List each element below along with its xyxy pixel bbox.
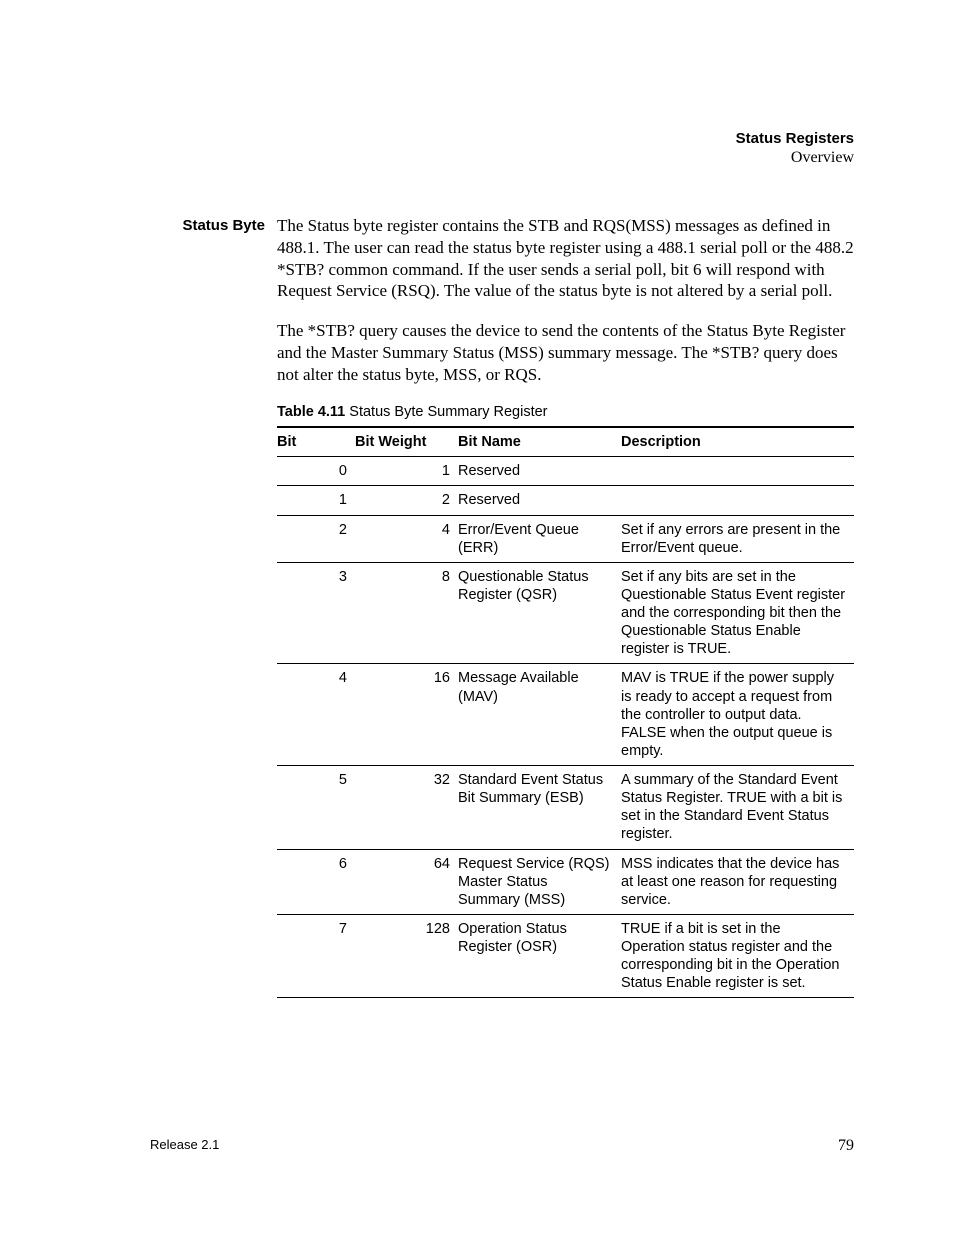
- cell-weight: 4: [355, 515, 458, 562]
- cell-desc: A summary of the Standard Event Status R…: [621, 766, 854, 850]
- cell-weight: 8: [355, 562, 458, 664]
- col-header-name: Bit Name: [458, 427, 621, 457]
- paragraph-1: The Status byte register contains the ST…: [277, 215, 854, 302]
- cell-name: Message Available (MAV): [458, 664, 621, 766]
- paragraph-2: The *STB? query causes the device to sen…: [277, 320, 854, 385]
- cell-name: Reserved: [458, 457, 621, 486]
- cell-weight: 16: [355, 664, 458, 766]
- table-row: 5 32 Standard Event Status Bit Summary (…: [277, 766, 854, 850]
- cell-name: Questionable Status Register (QSR): [458, 562, 621, 664]
- cell-desc: Set if any errors are present in the Err…: [621, 515, 854, 562]
- footer-release: Release 2.1: [150, 1137, 219, 1155]
- cell-weight: 32: [355, 766, 458, 850]
- cell-name: Request Service (RQS)Master Status Summa…: [458, 849, 621, 914]
- table-row: 7 128 Operation Status Register (OSR) TR…: [277, 914, 854, 998]
- cell-bit: 1: [277, 486, 355, 515]
- cell-weight: 1: [355, 457, 458, 486]
- table-row: 4 16 Message Available (MAV) MAV is TRUE…: [277, 664, 854, 766]
- cell-desc: Set if any bits are set in the Questiona…: [621, 562, 854, 664]
- table-caption-number: Table 4.11: [277, 404, 345, 420]
- cell-bit: 5: [277, 766, 355, 850]
- table-row: 2 4 Error/Event Queue (ERR) Set if any e…: [277, 515, 854, 562]
- cell-weight: 2: [355, 486, 458, 515]
- page-footer: Release 2.1 79: [150, 1137, 854, 1155]
- section-side-label: Status Byte: [150, 215, 277, 234]
- cell-bit: 2: [277, 515, 355, 562]
- table-body: 0 1 Reserved 1 2 Reserved 2 4 Erro: [277, 457, 854, 998]
- table-row: 6 64 Request Service (RQS)Master Status …: [277, 849, 854, 914]
- cell-name: Standard Event Status Bit Summary (ESB): [458, 766, 621, 850]
- cell-desc: MAV is TRUE if the power supply is ready…: [621, 664, 854, 766]
- cell-desc: TRUE if a bit is set in the Operation st…: [621, 914, 854, 998]
- table-row: 1 2 Reserved: [277, 486, 854, 515]
- cell-bit: 7: [277, 914, 355, 998]
- cell-desc: MSS indicates that the device has at lea…: [621, 849, 854, 914]
- cell-bit: 4: [277, 664, 355, 766]
- cell-name: Error/Event Queue (ERR): [458, 515, 621, 562]
- table-caption: Table 4.11 Status Byte Summary Register: [277, 403, 854, 422]
- cell-bit: 3: [277, 562, 355, 664]
- table-caption-title: Status Byte Summary Register: [345, 404, 547, 420]
- section-body: The Status byte register contains the ST…: [277, 215, 854, 998]
- col-header-desc: Description: [621, 427, 854, 457]
- col-header-bit: Bit: [277, 427, 355, 457]
- cell-name: Reserved: [458, 486, 621, 515]
- cell-weight: 64: [355, 849, 458, 914]
- cell-desc: [621, 486, 854, 515]
- footer-page-number: 79: [838, 1137, 854, 1155]
- running-header: Status Registers Overview: [150, 130, 854, 167]
- cell-name: Operation Status Register (OSR): [458, 914, 621, 998]
- cell-bit: 0: [277, 457, 355, 486]
- table-header-row: Bit Bit Weight Bit Name Description: [277, 427, 854, 457]
- table-row: 0 1 Reserved: [277, 457, 854, 486]
- page-container: Status Registers Overview Status Byte Th…: [0, 0, 954, 1235]
- status-byte-table: Bit Bit Weight Bit Name Description 0 1 …: [277, 426, 854, 999]
- col-header-weight: Bit Weight: [355, 427, 458, 457]
- cell-desc: [621, 457, 854, 486]
- cell-weight: 128: [355, 914, 458, 998]
- table-row: 3 8 Questionable Status Register (QSR) S…: [277, 562, 854, 664]
- status-byte-section: Status Byte The Status byte register con…: [150, 215, 854, 998]
- cell-bit: 6: [277, 849, 355, 914]
- header-title: Status Registers: [150, 130, 854, 147]
- header-subtitle: Overview: [150, 149, 854, 167]
